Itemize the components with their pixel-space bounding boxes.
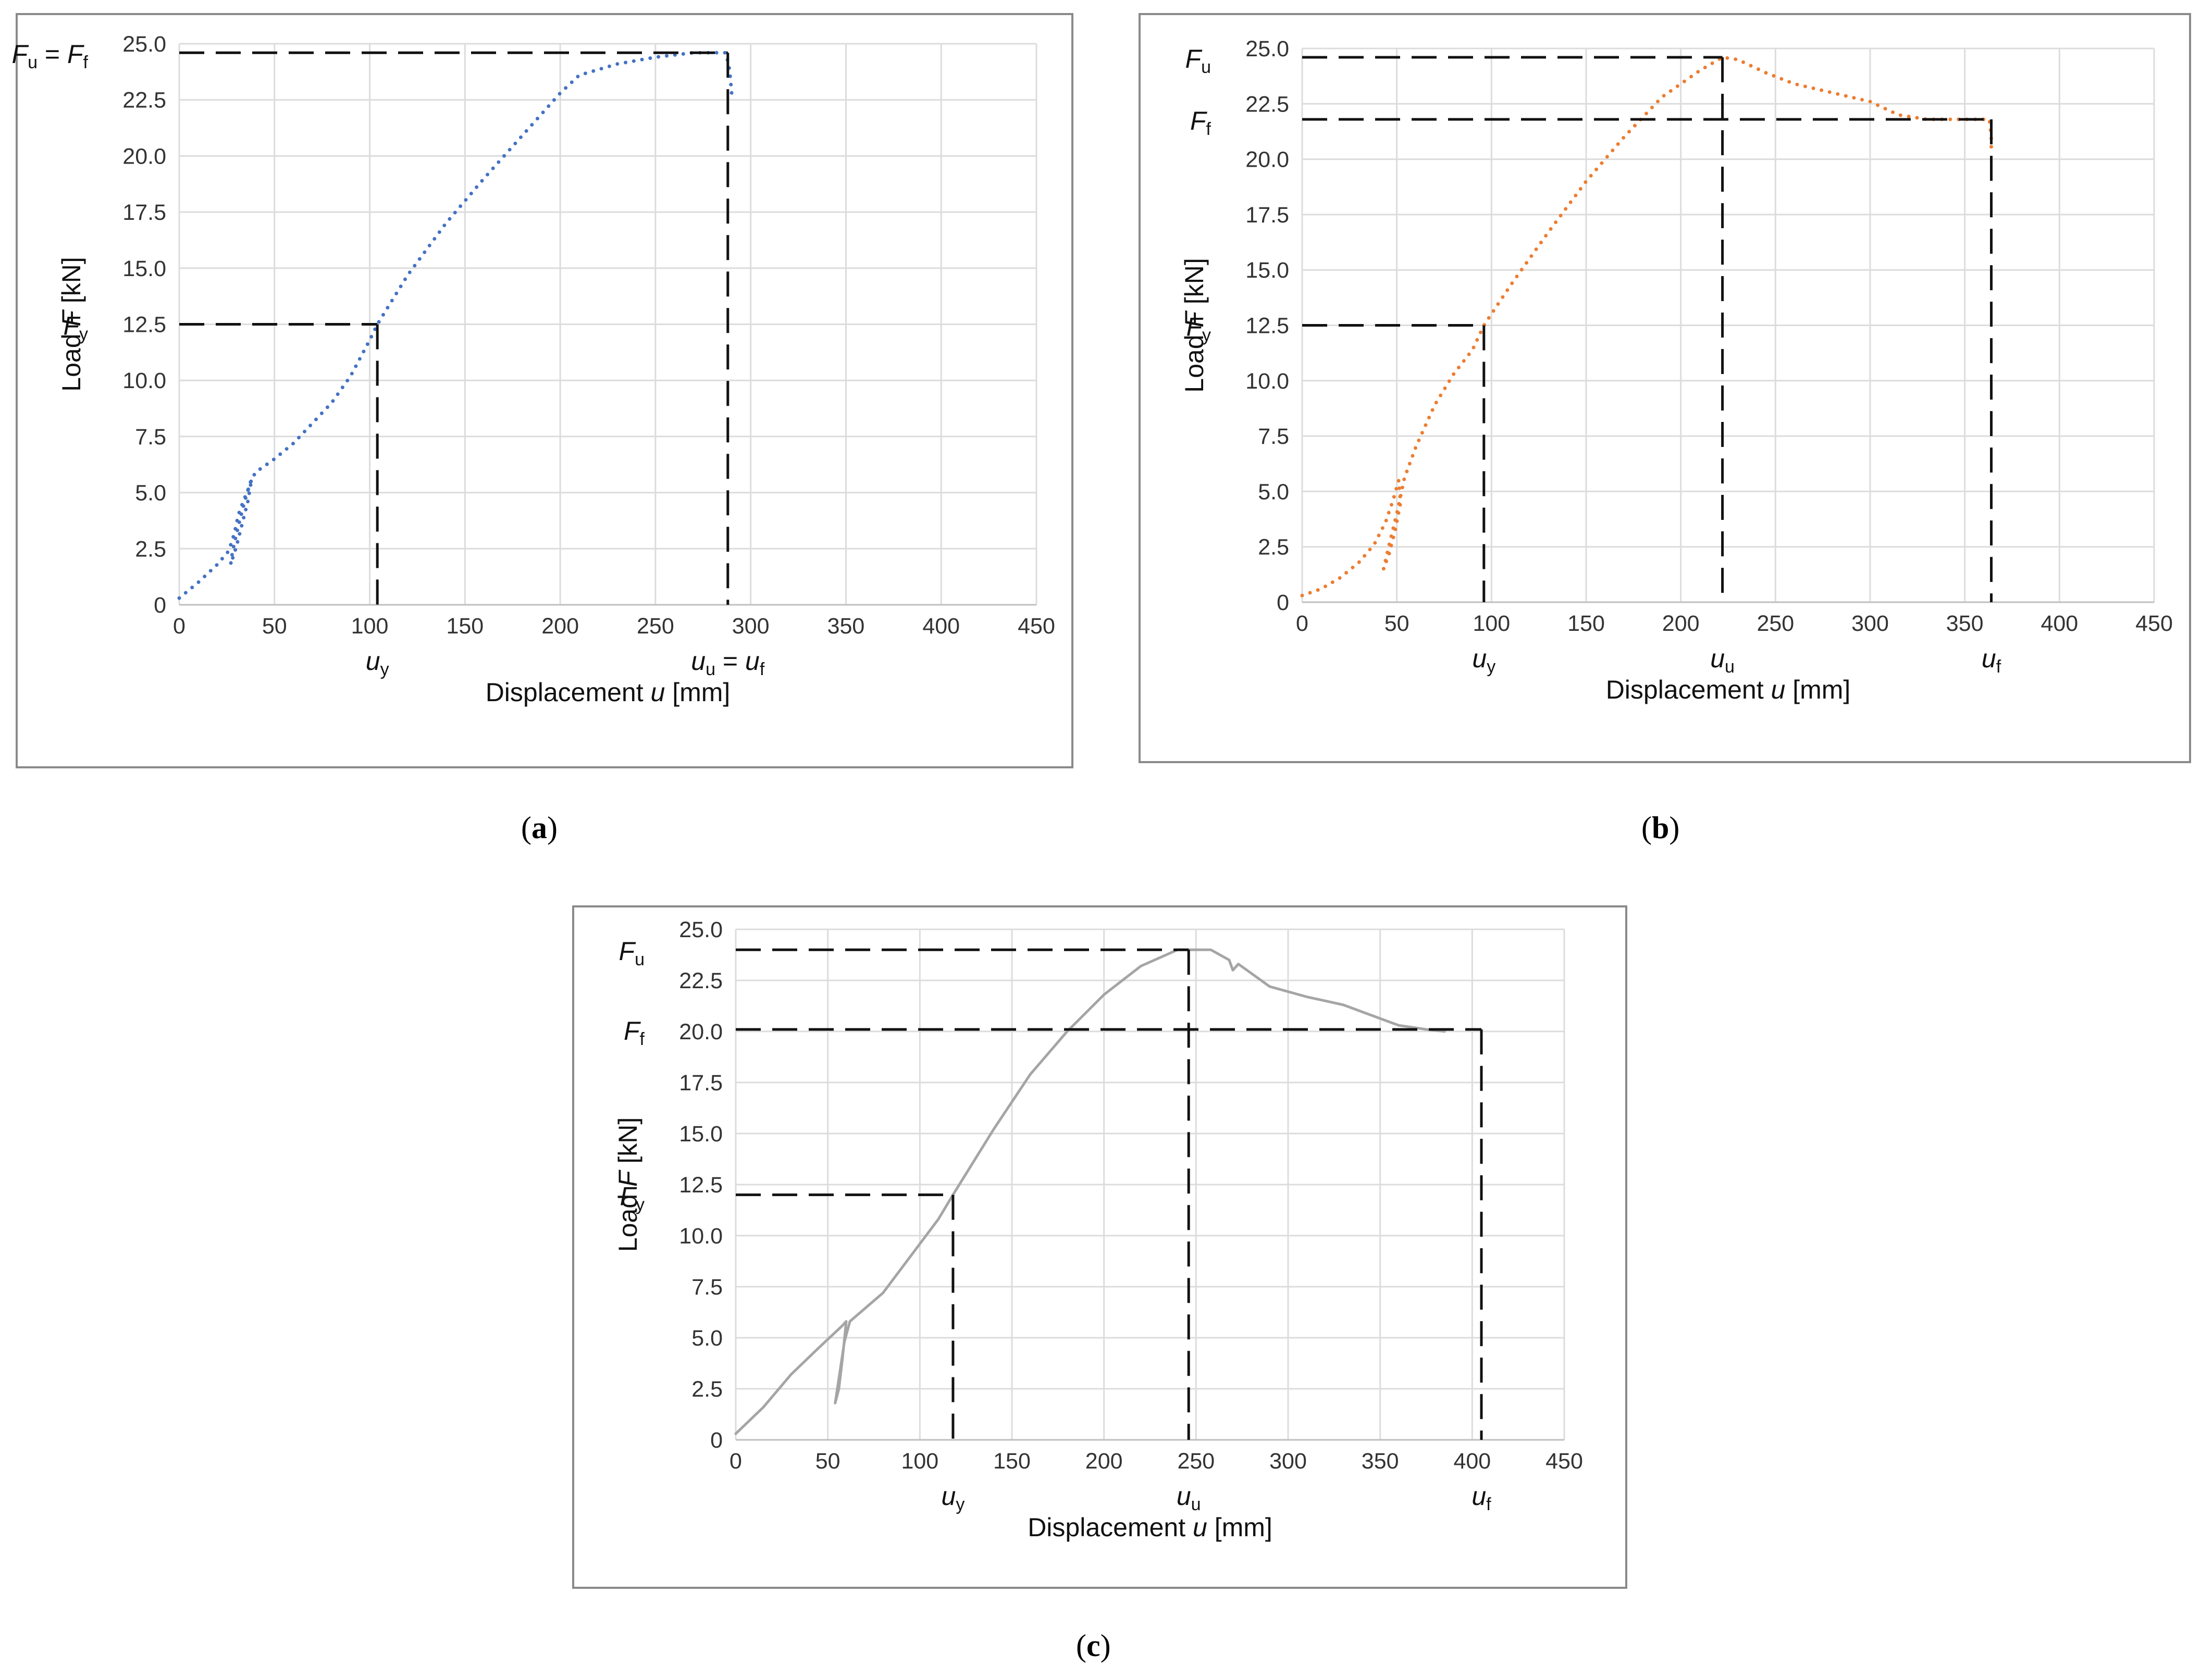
y-tick-label: 5.0 [691, 1326, 723, 1351]
x-tick-label: 50 [1384, 611, 1409, 636]
y-tick-label: 10.0 [122, 368, 166, 393]
caption-a: (a) [521, 811, 558, 845]
x-tick-label: 100 [901, 1449, 938, 1474]
x-marker-label: uy [942, 1482, 965, 1514]
y-tick-label: 0 [154, 593, 166, 618]
y-tick-label: 20.0 [679, 1019, 723, 1044]
x-tick-label: 300 [1851, 611, 1889, 636]
series-line [1300, 55, 1993, 598]
x-tick-label: 0 [173, 614, 186, 639]
x-tick-label: 150 [993, 1449, 1031, 1474]
y-tick-label: 12.5 [1245, 314, 1289, 339]
x-marker-label: uu = uf [691, 646, 765, 679]
x-tick-label: 200 [541, 614, 579, 639]
y-tick-label: 12.5 [122, 313, 166, 338]
y-tick-label: 2.5 [135, 537, 166, 562]
x-marker-label: uy [1472, 644, 1495, 677]
x-tick-label: 400 [2041, 611, 2078, 636]
y-tick-label: 10.0 [1245, 369, 1289, 394]
x-tick-label: 450 [1018, 614, 1055, 639]
chart-panel-a: 0 50 100 150 200 250 300 350 400 450 0 2.5 5.0 7.5 10.… [12, 13, 1073, 768]
x-tick-label: 150 [446, 614, 484, 639]
x-tick-label: 450 [1545, 1449, 1583, 1474]
x-axis-title: Displacement u [mm] [1028, 1513, 1272, 1542]
y-tick-label: 17.5 [1245, 203, 1289, 228]
x-tick-label: 300 [1269, 1449, 1307, 1474]
y-axis-title: Load F [kN] [57, 257, 86, 391]
chart-c-svg: 0 50 100 150 200 250 300 350 400 450 0 2.5 5.0 7.5 10.… [613, 917, 1583, 1542]
x-axis-title: Displacement u [mm] [1606, 675, 1851, 704]
y-marker-label: Ff [1190, 106, 1211, 139]
y-marker-label: Fy [63, 312, 88, 344]
x-tick-label: 300 [732, 614, 770, 639]
y-tick-label: 20.0 [1245, 147, 1289, 172]
y-tick-label: 5.0 [135, 481, 166, 506]
y-marker-label: Fu [619, 937, 645, 969]
x-tick-label: 250 [637, 614, 674, 639]
x-marker-label: uf [1472, 1482, 1491, 1514]
y-tick-label: 25.0 [122, 32, 166, 57]
chart-a-svg: 0 50 100 150 200 250 300 350 400 450 0 2.5 5.0 7.5 10.… [12, 32, 1055, 707]
y-tick-label: 17.5 [679, 1071, 723, 1096]
series-line [177, 51, 734, 600]
y-tick-label: 10.0 [679, 1224, 723, 1249]
x-tick-label: 50 [262, 614, 287, 639]
chart-panel-b: 0 50 100 150 200 250 300 350 400 450 0 2.5 5.0 7.5 10.… [1139, 13, 2191, 763]
y-marker-label: Fy [620, 1182, 645, 1215]
y-tick-label: 7.5 [135, 425, 166, 450]
x-marker-label: uf [1982, 644, 2001, 677]
chart-b-svg: 0 50 100 150 200 250 300 350 400 450 0 2.5 5.0 7.5 10.… [1180, 36, 2173, 704]
caption-b: (b) [1641, 811, 1680, 845]
x-marker-label: uu [1710, 644, 1735, 677]
y-tick-label: 25.0 [679, 917, 723, 942]
y-marker-label: Fu [1185, 44, 1211, 77]
y-tick-label: 22.5 [122, 88, 166, 113]
x-tick-label: 0 [729, 1449, 742, 1474]
x-tick-label: 400 [1453, 1449, 1491, 1474]
y-axis-title: Load F [kN] [613, 1117, 642, 1252]
y-tick-label: 17.5 [122, 200, 166, 225]
y-tick-label: 0 [710, 1428, 723, 1453]
x-tick-label: 100 [351, 614, 389, 639]
series-line [734, 948, 1446, 1435]
y-tick-label: 5.0 [1258, 479, 1289, 504]
x-tick-label: 150 [1567, 611, 1605, 636]
y-marker-label: Ff [624, 1016, 645, 1049]
x-axis-title: Displacement u [mm] [486, 678, 731, 707]
y-tick-label: 7.5 [691, 1275, 723, 1300]
x-marker-label: uy [366, 646, 389, 679]
chart-panel-c: 0 50 100 150 200 250 300 350 400 450 0 2.5 5.0 7.5 10.… [572, 905, 1627, 1589]
y-tick-label: 20.0 [122, 144, 166, 169]
x-tick-label: 250 [1757, 611, 1794, 636]
y-tick-label: 25.0 [1245, 36, 1289, 61]
x-tick-label: 250 [1177, 1449, 1215, 1474]
x-tick-label: 400 [922, 614, 960, 639]
x-tick-label: 50 [815, 1449, 840, 1474]
y-marker-label: Fu = Ff [12, 40, 89, 72]
caption-c: (c) [1076, 1628, 1111, 1663]
y-tick-label: 15.0 [122, 256, 166, 281]
y-tick-label: 15.0 [679, 1122, 723, 1147]
x-tick-label: 450 [2135, 611, 2173, 636]
y-tick-label: 7.5 [1258, 424, 1289, 449]
x-tick-label: 350 [1946, 611, 1984, 636]
x-tick-label: 200 [1085, 1449, 1123, 1474]
x-tick-label: 350 [827, 614, 865, 639]
y-axis-title: Load F [kN] [1180, 258, 1209, 392]
y-tick-label: 22.5 [1245, 92, 1289, 117]
y-tick-label: 15.0 [1245, 258, 1289, 283]
x-tick-label: 0 [1296, 611, 1308, 636]
x-marker-label: uu [1177, 1482, 1201, 1514]
x-tick-label: 200 [1662, 611, 1700, 636]
y-tick-label: 12.5 [679, 1173, 723, 1198]
x-tick-label: 100 [1473, 611, 1510, 636]
y-tick-label: 2.5 [691, 1377, 723, 1402]
x-tick-label: 350 [1362, 1449, 1399, 1474]
y-tick-label: 2.5 [1258, 535, 1289, 560]
y-tick-label: 22.5 [679, 968, 723, 993]
y-tick-label: 0 [1277, 590, 1289, 615]
y-marker-label: Fy [1186, 313, 1211, 345]
